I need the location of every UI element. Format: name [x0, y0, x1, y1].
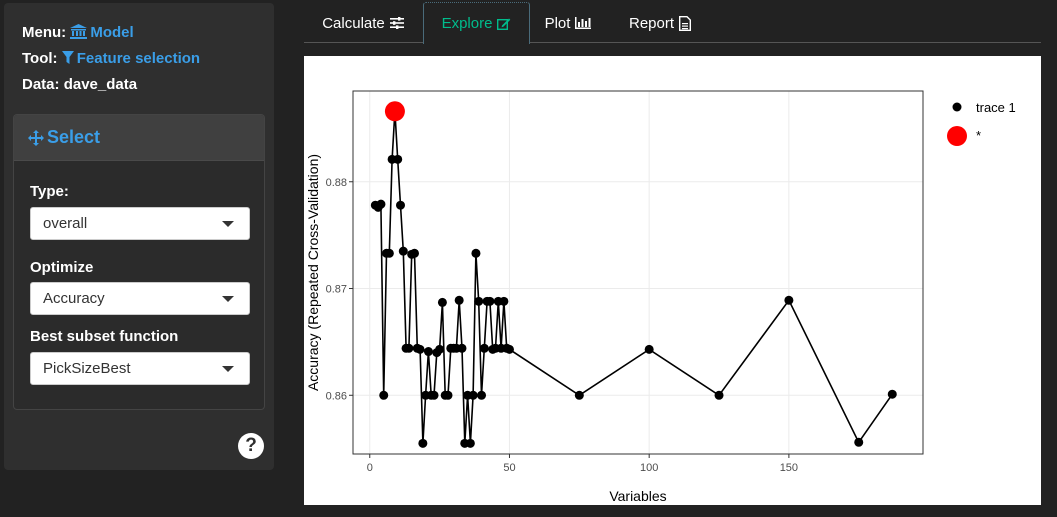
data-point [574, 390, 584, 400]
data-point [854, 437, 864, 447]
data-point [477, 390, 487, 400]
tab-report-label: Report [628, 14, 675, 32]
bar-chart-icon [575, 17, 592, 29]
data-point [479, 343, 489, 353]
optimize-label: Optimize [30, 259, 94, 276]
x-axis-title: Variables [609, 488, 666, 504]
menu-label: Menu: [22, 24, 67, 41]
legend-label-best: * [976, 128, 981, 143]
data-point [409, 248, 419, 258]
data-value: dave_data [63, 76, 138, 93]
data-point [398, 246, 408, 256]
tab-plot-label: Plot [544, 14, 571, 32]
sliders-icon [389, 17, 404, 29]
data-point [465, 438, 475, 448]
data-point [423, 347, 433, 357]
tab-explore-label: Explore [441, 15, 493, 32]
best-point [384, 101, 405, 122]
select-panel-header[interactable]: Select [14, 115, 264, 161]
y-tick-label: 0.86 [326, 390, 347, 402]
data-point [393, 154, 403, 164]
data-label: Data: [22, 76, 60, 93]
data-point [457, 343, 467, 353]
menu-link[interactable]: Model [70, 24, 134, 41]
data-point [485, 296, 495, 306]
data-point [784, 295, 794, 305]
data-point [714, 390, 724, 400]
file-text-icon [679, 15, 692, 31]
type-select-value: overall [43, 215, 88, 232]
x-tick-label: 100 [640, 462, 658, 474]
data-point [504, 344, 514, 354]
y-axis-title: Accuracy (Repeated Cross-Validation) [305, 154, 321, 391]
data-point [499, 296, 509, 306]
legend-marker-trace [952, 102, 962, 112]
data-point [437, 297, 447, 307]
type-select[interactable]: overall [30, 207, 250, 240]
optimize-select[interactable]: Accuracy [30, 282, 250, 315]
plot-border [352, 90, 924, 455]
data-point [418, 438, 428, 448]
y-tick-label: 0.87 [326, 284, 347, 296]
tool-info: Tool: Feature selection [22, 50, 200, 67]
data-point [435, 344, 445, 354]
tool-value: Feature selection [76, 50, 201, 67]
subset-function-select[interactable]: PickSizeBest [30, 352, 250, 385]
x-tick-label: 150 [780, 462, 798, 474]
help-icon[interactable]: ? [238, 433, 264, 459]
subset-function-label: Best subset function [30, 328, 179, 345]
data-point [429, 390, 439, 400]
move-icon [28, 129, 44, 146]
x-tick-label: 0 [367, 462, 373, 474]
chart-svg: 0 50 100 150 0.86 0.87 0.88 Variables Accuracy (… [305, 90, 1016, 504]
bank-icon [70, 24, 88, 39]
y-tick-label: 0.88 [326, 177, 347, 189]
tool-link[interactable]: Feature selection [61, 50, 201, 67]
edit-icon [497, 18, 511, 30]
data-point [887, 389, 897, 399]
tab-calculate-label: Calculate [322, 14, 385, 32]
data-point [379, 390, 389, 400]
type-label: Type: [30, 183, 69, 200]
data-info: Data: dave_data [22, 76, 137, 93]
data-point [384, 248, 394, 258]
tool-label: Tool: [22, 50, 58, 67]
sidebar: Menu: Model Tool: Feature selection Data… [4, 3, 274, 470]
filter-icon [61, 51, 74, 64]
select-panel: Select Type: overall Optimize Accuracy B… [13, 114, 265, 410]
menu-value: Model [90, 24, 134, 41]
legend-marker-best [947, 126, 967, 146]
tab-plot[interactable]: Plot [535, 2, 601, 44]
menu-info: Menu: Model [22, 24, 134, 41]
data-point [443, 390, 453, 400]
chevron-down-icon [222, 296, 234, 302]
legend-label-trace: trace 1 [976, 100, 1016, 115]
data-point [471, 248, 481, 258]
tab-calculate[interactable]: Calculate [304, 2, 422, 44]
subset-function-select-value: PickSizeBest [43, 360, 131, 377]
data-point [474, 296, 484, 306]
data-point [376, 199, 386, 209]
tab-explore[interactable]: Explore [423, 2, 530, 44]
x-tick-label: 50 [503, 462, 515, 474]
data-point [404, 343, 414, 353]
optimize-select-value: Accuracy [43, 290, 105, 307]
chevron-down-icon [222, 221, 234, 227]
data-point [644, 344, 654, 354]
rfe-plot: 0 50 100 150 0.86 0.87 0.88 Variables Accuracy (… [304, 56, 1041, 505]
panel-title: Select [47, 127, 101, 147]
data-point [468, 390, 478, 400]
tab-bar: Calculate Explore Plot Report [304, 0, 1041, 44]
data-point [454, 295, 464, 305]
data-point [415, 344, 425, 354]
tab-report[interactable]: Report [620, 2, 700, 44]
chevron-down-icon [222, 366, 234, 372]
data-point [396, 200, 405, 210]
